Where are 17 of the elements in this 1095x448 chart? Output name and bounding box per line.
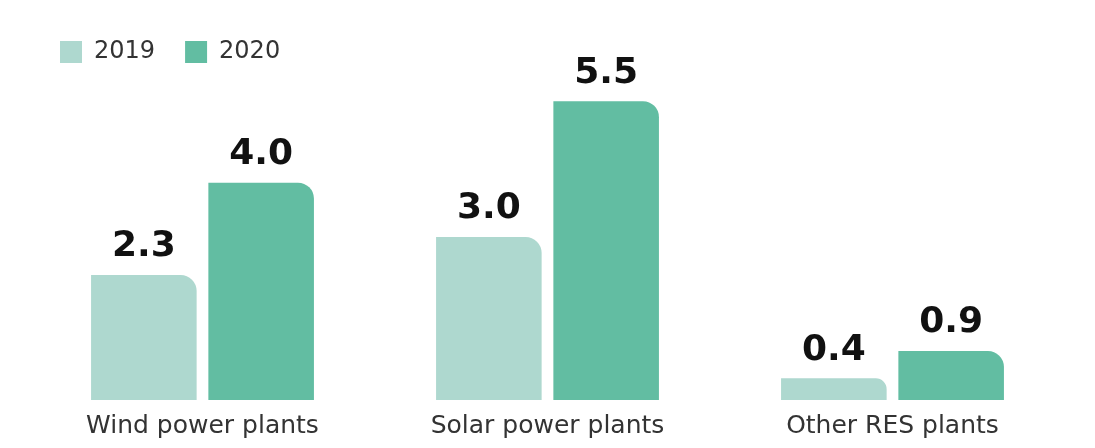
data-label: 3.0	[456, 185, 521, 227]
bar	[208, 182, 314, 400]
bar	[91, 275, 197, 400]
data-label: 0.9	[919, 299, 984, 341]
legend-label: 2019	[94, 36, 156, 65]
bar	[781, 378, 887, 400]
data-label: 2.3	[111, 223, 176, 265]
bar	[898, 351, 1004, 400]
data-label: 4.0	[229, 131, 294, 173]
legend-label: 2020	[219, 36, 281, 65]
bar	[436, 237, 542, 400]
x-tick-label: Other RES plants	[786, 409, 999, 439]
x-tick-label: Solar power plants	[430, 409, 665, 439]
data-label: 0.4	[801, 326, 866, 368]
x-tick-label: Wind power plants	[86, 409, 319, 439]
data-label: 5.5	[574, 49, 639, 91]
bar	[553, 101, 659, 400]
